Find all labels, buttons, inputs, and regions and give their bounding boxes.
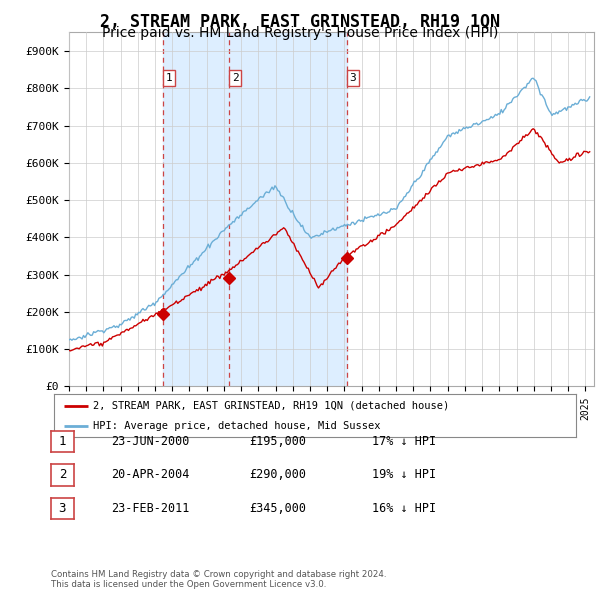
- Text: 2: 2: [232, 73, 238, 83]
- Text: 17% ↓ HPI: 17% ↓ HPI: [372, 435, 436, 448]
- Text: 3: 3: [59, 502, 66, 515]
- Bar: [163, 32, 347, 386]
- Text: This data is licensed under the Open Government Licence v3.0.: This data is licensed under the Open Gov…: [51, 579, 326, 589]
- Text: 2, STREAM PARK, EAST GRINSTEAD, RH19 1QN (detached house): 2, STREAM PARK, EAST GRINSTEAD, RH19 1QN…: [93, 401, 449, 411]
- Text: 2, STREAM PARK, EAST GRINSTEAD, RH19 1QN: 2, STREAM PARK, EAST GRINSTEAD, RH19 1QN: [100, 13, 500, 31]
- Text: 20-APR-2004: 20-APR-2004: [111, 468, 190, 481]
- Text: 3: 3: [349, 73, 356, 83]
- Text: £290,000: £290,000: [249, 468, 306, 481]
- Text: Contains HM Land Registry data © Crown copyright and database right 2024.: Contains HM Land Registry data © Crown c…: [51, 570, 386, 579]
- Text: 23-FEB-2011: 23-FEB-2011: [111, 502, 190, 515]
- Text: 16% ↓ HPI: 16% ↓ HPI: [372, 502, 436, 515]
- Text: HPI: Average price, detached house, Mid Sussex: HPI: Average price, detached house, Mid …: [93, 421, 380, 431]
- Text: £195,000: £195,000: [249, 435, 306, 448]
- Text: 23-JUN-2000: 23-JUN-2000: [111, 435, 190, 448]
- Text: 19% ↓ HPI: 19% ↓ HPI: [372, 468, 436, 481]
- Text: 1: 1: [59, 435, 66, 448]
- Text: £345,000: £345,000: [249, 502, 306, 515]
- Text: Price paid vs. HM Land Registry's House Price Index (HPI): Price paid vs. HM Land Registry's House …: [102, 26, 498, 40]
- Text: 2: 2: [59, 468, 66, 481]
- Text: 1: 1: [166, 73, 172, 83]
